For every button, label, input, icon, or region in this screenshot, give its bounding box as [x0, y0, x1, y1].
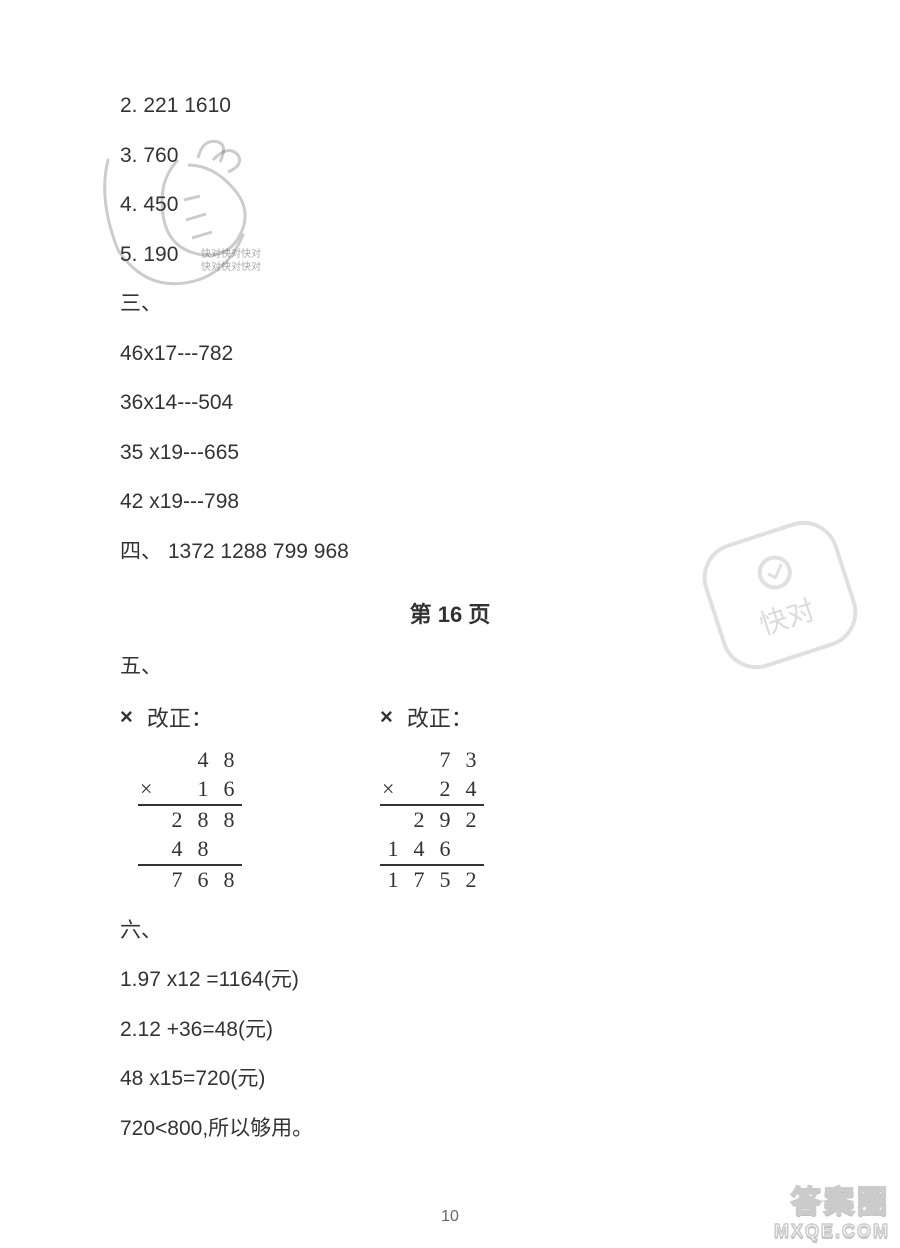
digit: 2: [458, 805, 484, 835]
digit: 7: [164, 865, 190, 895]
digit: 1: [380, 835, 406, 865]
page-number: 10: [0, 1208, 900, 1226]
section-5-label: 五、: [120, 651, 780, 683]
digit: 1: [380, 865, 406, 895]
text-line: 35 x19---665: [120, 437, 780, 469]
digit: 8: [216, 865, 242, 895]
digit: 6: [190, 865, 216, 895]
correction-block-1: × 改正： 4 8 × 1 6: [120, 701, 320, 895]
digit: 6: [216, 775, 242, 805]
section-6-label: 六、: [120, 915, 780, 947]
correction-label: 改正：: [147, 701, 213, 733]
digit: [138, 835, 164, 865]
digit: 5: [432, 865, 458, 895]
correction-header: × 改正：: [380, 701, 580, 733]
digit: 2: [406, 805, 432, 835]
correction-label: 改正：: [407, 701, 473, 733]
digit: [138, 865, 164, 895]
text-line: 36x14---504: [120, 387, 780, 419]
section-3-label: 三、: [120, 288, 780, 320]
section-4-line: 四、 1372 1288 799 968: [120, 536, 780, 568]
digit: 8: [216, 745, 242, 775]
wrong-mark-icon: ×: [120, 704, 133, 730]
digit: 2: [458, 865, 484, 895]
page-heading: 第 16 页: [120, 597, 780, 629]
digit: 8: [190, 805, 216, 835]
digit: 7: [432, 745, 458, 775]
digit: 4: [458, 775, 484, 805]
multiplication-2: 7 3 × 2 4 2 9 2: [380, 745, 484, 895]
digit: 4: [406, 835, 432, 865]
digit: [380, 745, 406, 775]
text-line: 46x17---782: [120, 338, 780, 370]
text-line: 4. 450: [120, 189, 780, 221]
text-line: 48 x15=720(元): [120, 1063, 780, 1095]
digit: [138, 745, 164, 775]
digit: 2: [164, 805, 190, 835]
digit: 4: [190, 745, 216, 775]
corrections-row: × 改正： 4 8 × 1 6: [120, 701, 780, 895]
digit: [216, 835, 242, 865]
content-area: 2. 221 1610 3. 760 4. 450 5. 190 三、 46x1…: [120, 90, 780, 1144]
digit: [380, 805, 406, 835]
digit: [164, 745, 190, 775]
digit: 4: [164, 835, 190, 865]
digit: [164, 775, 190, 805]
operator: ×: [380, 775, 406, 805]
digit: [406, 745, 432, 775]
text-line: 42 x19---798: [120, 486, 780, 518]
digit: [138, 805, 164, 835]
correction-block-2: × 改正： 7 3 × 2 4: [380, 701, 580, 895]
multiplication-1: 4 8 × 1 6 2 8 8: [138, 745, 242, 895]
text-line: 2. 221 1610: [120, 90, 780, 122]
text-line: 720<800,所以够用。: [120, 1113, 780, 1145]
page-container: 快对快对快对 快对快对快对 快对 答案圈 MXQE.COM 2. 221 161…: [0, 0, 900, 1248]
digit: 7: [406, 865, 432, 895]
correction-header: × 改正：: [120, 701, 320, 733]
wrong-mark-icon: ×: [380, 704, 393, 730]
digit: 3: [458, 745, 484, 775]
digit: 1: [190, 775, 216, 805]
text-line: 3. 760: [120, 140, 780, 172]
digit: 8: [190, 835, 216, 865]
digit: 9: [432, 805, 458, 835]
text-line: 5. 190: [120, 239, 780, 271]
digit: 8: [216, 805, 242, 835]
digit: [458, 835, 484, 865]
digit: 6: [432, 835, 458, 865]
digit: 2: [432, 775, 458, 805]
operator: ×: [138, 775, 164, 805]
digit: [406, 775, 432, 805]
text-line: 2.12 +36=48(元): [120, 1014, 780, 1046]
text-line: 1.97 x12 =1164(元): [120, 964, 780, 996]
